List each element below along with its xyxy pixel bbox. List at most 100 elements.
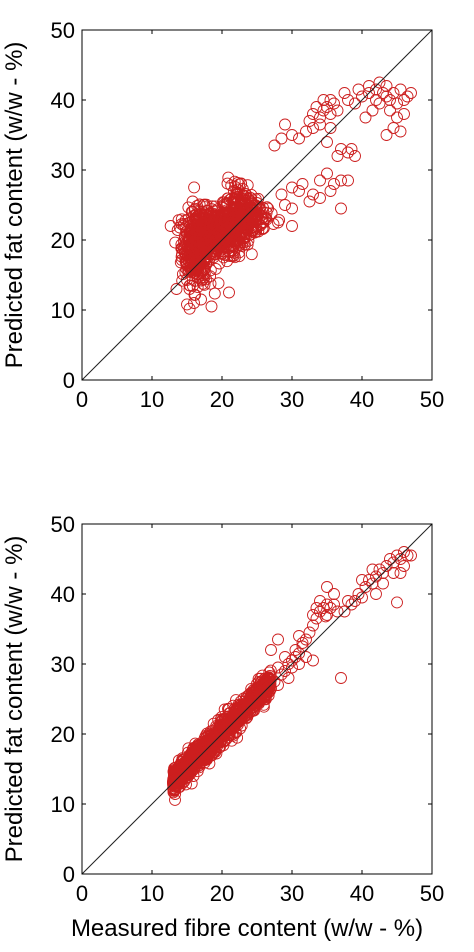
- data-point: [363, 87, 375, 99]
- data-point: [289, 651, 302, 663]
- data-point: [188, 757, 201, 770]
- data-point: [293, 132, 305, 145]
- data-point: [209, 262, 222, 275]
- data-point: [373, 76, 386, 89]
- data-point: [197, 241, 210, 254]
- data-point: [233, 699, 245, 712]
- data-point: [227, 250, 240, 262]
- data-point: [356, 591, 368, 604]
- y-tick-label: 40: [51, 582, 75, 607]
- data-point: [321, 581, 333, 593]
- data-point: [167, 775, 180, 788]
- data-point: [349, 595, 361, 607]
- data-point: [317, 94, 330, 106]
- data-point: [405, 87, 417, 99]
- data-point: [319, 610, 332, 623]
- data-point: [186, 755, 199, 768]
- data-point: [212, 277, 225, 290]
- data-point: [366, 577, 379, 590]
- data-point: [272, 661, 284, 674]
- data-point: [279, 199, 291, 211]
- data-point: [240, 229, 253, 242]
- data-point: [195, 245, 208, 258]
- data-point: [218, 712, 231, 725]
- data-point: [286, 661, 298, 674]
- identity-line: [81, 523, 433, 875]
- data-point: [324, 94, 337, 106]
- data-point: [366, 563, 379, 576]
- x-tick-label: 40: [350, 387, 374, 412]
- plot-frame: [81, 29, 433, 381]
- data-point: [363, 80, 375, 92]
- data-point: [387, 87, 400, 99]
- data-point: [217, 726, 229, 739]
- data-point: [384, 94, 396, 106]
- data-point: [398, 560, 410, 572]
- data-point: [219, 208, 232, 221]
- data-point: [181, 298, 193, 311]
- data-point: [210, 720, 223, 733]
- data-point: [394, 83, 407, 96]
- data-point: [401, 90, 414, 103]
- data-point: [296, 178, 309, 190]
- data-point: [222, 192, 234, 205]
- data-point: [366, 104, 379, 117]
- data-point: [204, 277, 217, 290]
- data-point: [314, 111, 326, 124]
- y-tick-label: 50: [51, 512, 75, 537]
- data-point: [208, 222, 221, 235]
- x-tick-label: 0: [76, 881, 88, 906]
- y-tick-label: 40: [51, 88, 75, 113]
- data-point: [324, 108, 337, 120]
- data-point: [282, 672, 295, 684]
- data-point: [314, 192, 326, 204]
- y-tick-label: 30: [51, 652, 75, 677]
- x-tick-label: 10: [140, 387, 164, 412]
- plot-frame: [81, 523, 433, 875]
- data-point: [321, 136, 333, 148]
- data-point: [208, 287, 221, 300]
- y-tick-label: 30: [51, 158, 75, 183]
- data-point: [310, 612, 323, 625]
- data-point: [213, 731, 226, 744]
- data-point: [216, 225, 229, 238]
- data-point: [222, 245, 235, 258]
- data-point: [282, 658, 295, 670]
- data-point: [335, 143, 347, 155]
- scatter-panel-top: 0 10 20 30 40 50 0 10 20 30 40 50 Predicted fat cont…: [1, 18, 444, 412]
- data-point: [314, 174, 326, 187]
- data-point: [356, 574, 368, 586]
- data-point: [275, 668, 288, 681]
- data-point: [380, 560, 393, 572]
- data-point: [373, 97, 386, 110]
- data-point: [331, 605, 344, 618]
- data-point: [273, 214, 286, 227]
- data-point: [359, 581, 372, 593]
- data-point: [223, 246, 236, 259]
- data-point: [225, 709, 238, 722]
- data-point: [229, 215, 242, 228]
- data-point: [222, 171, 235, 184]
- data-point: [246, 225, 259, 238]
- data-point: [215, 238, 228, 251]
- data-point: [303, 626, 316, 639]
- x-tick-label: 20: [210, 881, 234, 906]
- data-point: [331, 104, 344, 117]
- data-point: [307, 609, 319, 621]
- data-point: [370, 570, 382, 583]
- data-point: [208, 232, 221, 245]
- data-point: [222, 717, 235, 730]
- data-point: [217, 196, 230, 209]
- y-tick-label: 50: [51, 18, 75, 43]
- data-point: [275, 132, 288, 145]
- data-point: [359, 111, 372, 124]
- data-point: [307, 188, 319, 201]
- data-point: [237, 699, 250, 712]
- data-point: [194, 756, 207, 769]
- data-point: [188, 247, 201, 260]
- data-point: [377, 567, 389, 579]
- data-point: [387, 567, 400, 579]
- data-point: [193, 272, 206, 285]
- data-point: [398, 546, 410, 558]
- data-point: [248, 694, 261, 707]
